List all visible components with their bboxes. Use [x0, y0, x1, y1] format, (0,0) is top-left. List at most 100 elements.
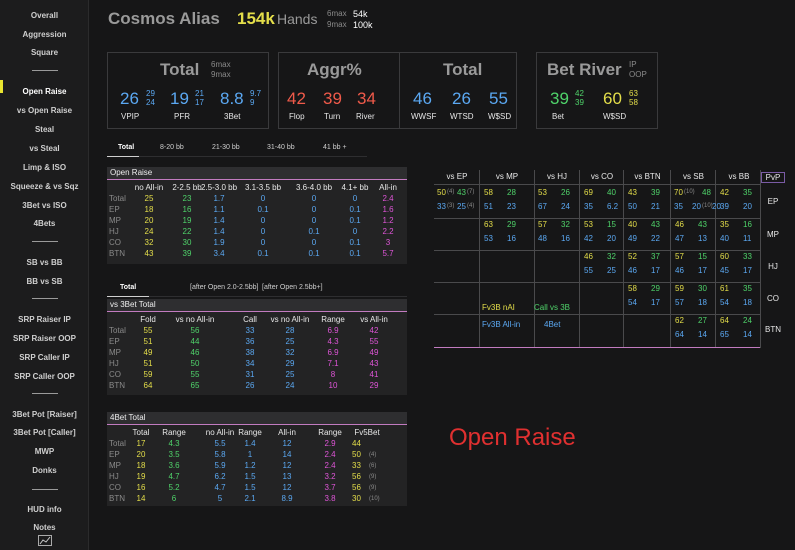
sidebar-item-squeeze[interactable]: Squeeze & vs Sqz [10, 182, 79, 191]
table-cell: 20 [144, 216, 154, 225]
pvp-column-header: vs BB [728, 172, 750, 181]
table-title: 4Bet Total [107, 412, 407, 424]
table-cell: 3.7 [324, 483, 336, 492]
wsd-river-oop: 58 [629, 98, 638, 107]
line-chart-icon[interactable] [38, 535, 52, 546]
sidebar-item-vs-steal[interactable]: vs Steal [29, 144, 60, 153]
sidebar-item-aggression[interactable]: Aggression [22, 30, 67, 39]
pvp-cell-value: 17 [743, 266, 752, 275]
pvp-cell-value: 43 [698, 220, 707, 229]
tab-stack-4[interactable]: 41 bb + [323, 144, 347, 151]
table-cell: 0 [311, 216, 317, 225]
table-cell: 4.3 [168, 439, 180, 448]
pvp-row-label: BTN [765, 325, 781, 334]
sidebar-item-notes[interactable]: Notes [33, 523, 56, 532]
sidebar-item-3bet-pot-raiser[interactable]: 3Bet Pot [Raiser] [12, 410, 77, 419]
sidebar-item-mwp[interactable]: MWP [34, 447, 55, 456]
table-cell: 0.1 [257, 249, 269, 258]
pvp-cell-value: 43 [651, 220, 660, 229]
box-sub-9max: 9max [211, 70, 231, 79]
sidebar-item-vs-open-raise[interactable]: vs Open Raise [16, 106, 73, 115]
pvp-cell-value: 46 [584, 252, 593, 261]
tab-stack-3[interactable]: 31-40 bb [267, 144, 295, 151]
table-cell-sample: (4) [369, 452, 377, 458]
sidebar-item-donks[interactable]: Donks [32, 466, 57, 475]
table-cell: 2.2 [382, 227, 394, 236]
sidebar-item-bb-vs-sb[interactable]: BB vs SB [26, 277, 63, 286]
column-header: Range [162, 428, 186, 437]
pvp-cell-value: 64 [720, 316, 729, 325]
table-cell: 18 [136, 461, 146, 470]
table-cell: 56 [352, 483, 361, 492]
pvp-cell-value: 24 [743, 316, 752, 325]
pvp-cell-value: 18 [743, 298, 752, 307]
pvp-column-header: vs BTN [634, 172, 661, 181]
table-cell: 3.8 [324, 494, 336, 503]
pvp-cell-value: 15 [607, 220, 616, 229]
tab-stack-2[interactable]: 21-30 bb [212, 144, 240, 151]
table-cell: 55 [143, 326, 153, 335]
table-cell: 2.9 [324, 439, 336, 448]
pvp-cell-value: 40 [607, 188, 616, 197]
column-header: 3.1-3.5 bb [244, 183, 282, 192]
sidebar-item-limp-iso[interactable]: Limp & ISO [22, 163, 67, 172]
table-cell: 16 [136, 483, 146, 492]
pvp-cell-value: 25 [607, 266, 616, 275]
table-cell: 18 [144, 205, 154, 214]
sidebar-item-srp-caller-oop[interactable]: SRP Caller OOP [14, 372, 75, 381]
table-cell: 51 [143, 337, 153, 346]
sidebar-item-square[interactable]: Square [30, 48, 59, 57]
sidebar [0, 0, 89, 550]
sidebar-item-srp-raiser-oop[interactable]: SRP Raiser OOP [13, 334, 76, 343]
pvp-cell-value: 14 [743, 330, 752, 339]
tab-open-size-1[interactable]: [after Open 2.0-2.5bb] [190, 284, 259, 291]
sidebar-item-hud-info[interactable]: HUD info [27, 505, 62, 514]
table-cell: 55 [190, 370, 200, 379]
table-cell: 38 [245, 348, 255, 357]
pfr-value: 19 [170, 89, 189, 108]
pvp-cell-value: 46 [675, 220, 684, 229]
table-cell: 1.9 [213, 238, 225, 247]
pvp-row-label: CO [767, 294, 779, 303]
column-header: Call [243, 315, 257, 324]
box-sub-oop: OOP [629, 70, 647, 79]
sidebar-item-open-raise[interactable]: Open Raise [22, 87, 67, 96]
sidebar-item-steal[interactable]: Steal [34, 125, 55, 134]
sidebar-item-srp-raiser-ip[interactable]: SRP Raiser IP [18, 315, 71, 324]
pvp-cell-value: 48 [538, 234, 547, 243]
pvp-cell-value: 63 [484, 220, 493, 229]
sidebar-item-overall[interactable]: Overall [30, 11, 59, 20]
column-header: Range [238, 428, 262, 437]
table-cell: 20 [136, 450, 146, 459]
pvp-cell-value: 42 [720, 188, 729, 197]
tab-open-size-2[interactable]: [after Open 2.5bb+] [262, 284, 323, 291]
sidebar-divider [32, 241, 58, 242]
pvp-cell-value: 48 [702, 188, 711, 197]
table-cell: 12 [282, 461, 292, 470]
table-cell: 6 [171, 494, 177, 503]
table-cell: 1.2 [244, 461, 256, 470]
wtsd-label: WTSD [450, 112, 474, 121]
pvp-cell-value: 17 [651, 298, 660, 307]
sidebar-item-4bets[interactable]: 4Bets [33, 219, 56, 228]
table-cell: 1 [247, 450, 253, 459]
sidebar-item-srp-caller-ip[interactable]: SRP Caller IP [19, 353, 70, 362]
table-cell: 0 [260, 238, 266, 247]
pvp-cell-value: 35 [584, 202, 593, 211]
pvp-cell-value: 35 [720, 220, 729, 229]
pvp-cell-value: 20 [712, 202, 721, 211]
sidebar-item-3bet-pot-caller[interactable]: 3Bet Pot [Caller] [13, 428, 76, 437]
legend-fv3b-nai: Fv3B nAI [482, 303, 515, 312]
table-cell: 5 [217, 494, 223, 503]
sidebar-item-sb-vs-bb[interactable]: SB vs BB [26, 258, 63, 267]
table-cell: 10 [328, 381, 338, 390]
sidebar-item-3bet-vs-iso[interactable]: 3Bet vs ISO [22, 201, 67, 210]
tab-stack-1[interactable]: 8-20 bb [160, 144, 184, 151]
pfr-label: PFR [174, 112, 190, 121]
pvp-cell-value: 39 [720, 202, 729, 211]
table-cell: 3.4 [213, 249, 225, 258]
tab-open-size-0[interactable]: Total [120, 284, 137, 291]
pvp-cell-value: 53 [538, 188, 547, 197]
tab-stack-0[interactable]: Total [118, 144, 135, 151]
showdown-box: Total 46 WWSF 26 WTSD 55 W$SD [399, 52, 517, 129]
